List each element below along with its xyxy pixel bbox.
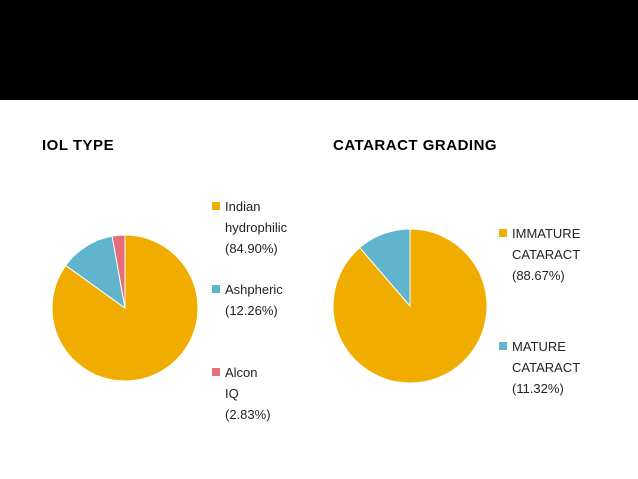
header-bar [0,0,638,100]
legend-swatch [212,202,220,210]
legend-item-ashpheric: Ashpheric (12.26%) [212,279,283,321]
legend-label: Alcon IQ (2.83%) [225,365,271,422]
chart-title-iol-type: IOL TYPE [42,137,115,154]
legend-swatch [212,285,220,293]
legend-item-indian-hydrophilic: Indian hydrophilic (84.90%) [212,196,287,259]
legend-swatch [212,368,220,376]
pie-chart-iol-type [51,234,199,382]
slice-alcon-iq [111,234,126,309]
chart-title-cataract-grading: CATARACT GRADING [333,137,498,154]
legend-label: MATURE CATARACT (11.32%) [512,339,581,396]
pie-chart-cataract-grading [332,228,488,384]
legend-label: Ashpheric (12.26%) [225,282,283,318]
legend-item-mature-cataract: MATURE CATARACT (11.32%) [499,336,580,399]
legend-swatch [499,342,507,350]
slice-mature-cataract [359,228,411,308]
legend-swatch [499,229,507,237]
legend-item-alcon-iq: Alcon IQ (2.83%) [212,362,271,425]
legend-label: IMMATURE CATARACT (88.67%) [512,226,581,283]
legend-label: Indian hydrophilic (84.90%) [225,199,288,256]
legend-item-immature-cataract: IMMATURE CATARACT (88.67%) [499,223,580,286]
